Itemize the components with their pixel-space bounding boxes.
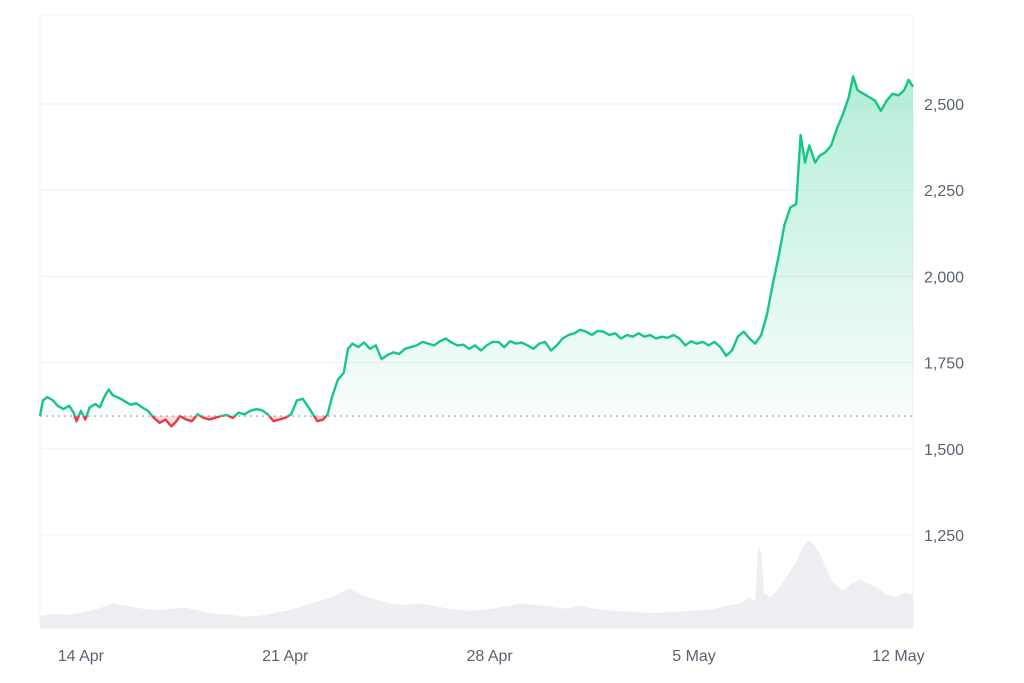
volume-shape — [40, 540, 913, 628]
x-tick-label-1: 21 Apr — [262, 648, 309, 665]
x-axis-ticks: 14 Apr 21 Apr 28 Apr 5 May 12 May — [58, 648, 925, 665]
x-tick-label-4: 12 May — [872, 648, 924, 665]
y-axis-ticks: 1,250 1,500 1,750 2,000 2,250 2,500 — [924, 97, 964, 545]
volume-area — [40, 540, 913, 628]
x-tick-label-0: 14 Apr — [58, 648, 105, 665]
price-line-up — [38, 75, 915, 417]
y-tick-label-1: 1,500 — [924, 442, 964, 459]
x-tick-label-3: 5 May — [672, 648, 716, 665]
y-tick-label-2: 1,750 — [924, 356, 964, 373]
price-line — [38, 75, 915, 428]
y-tick-label-3: 2,000 — [924, 269, 964, 286]
y-tick-label-0: 1,250 — [924, 528, 964, 545]
x-tick-label-2: 28 Apr — [467, 648, 514, 665]
area-above-baseline — [40, 76, 913, 417]
price-line-down — [40, 416, 328, 428]
y-tick-label-5: 2,500 — [924, 97, 964, 114]
price-area-fill — [40, 76, 913, 427]
y-tick-label-4: 2,250 — [924, 183, 964, 200]
